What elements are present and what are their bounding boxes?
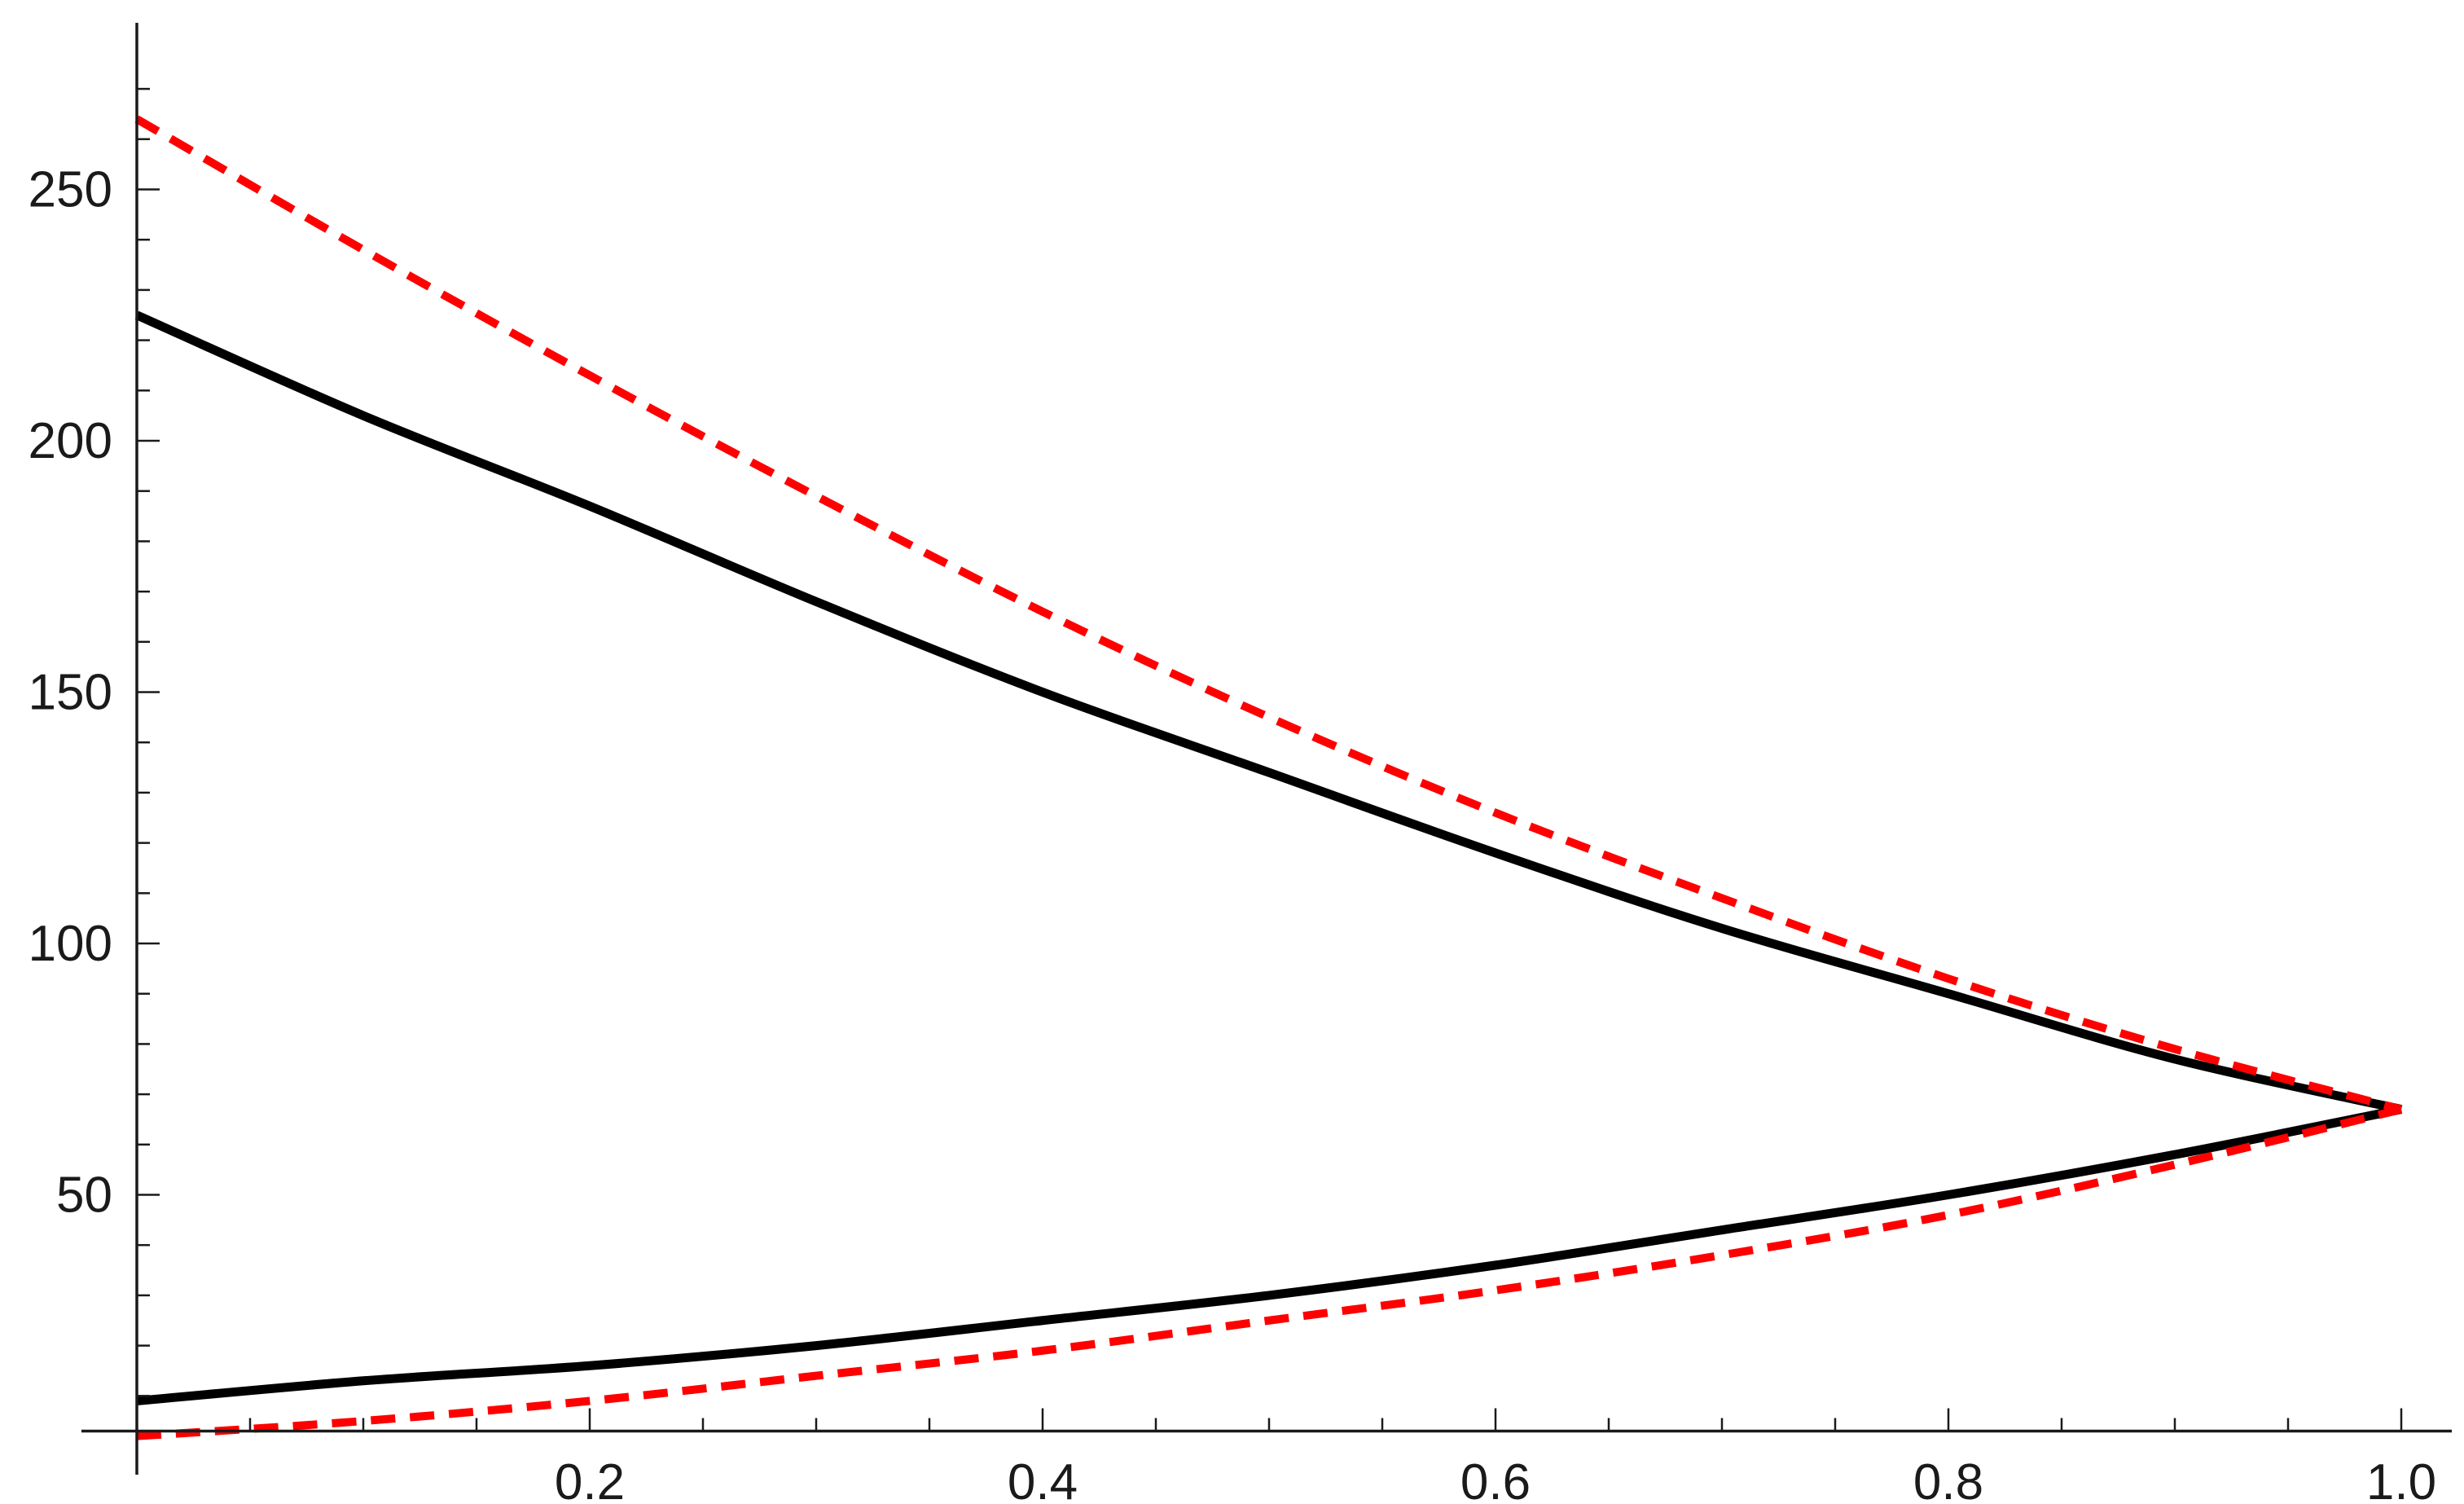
y-tick-label: 200: [29, 413, 112, 469]
x-tick-label: 1.0: [2366, 1454, 2436, 1504]
x-tick-label: 0.4: [1008, 1454, 1078, 1504]
dashed-red-curve-2: [134, 115, 2403, 1114]
y-tick-label: 250: [29, 162, 112, 218]
x-tick-label: 0.8: [1913, 1454, 1983, 1504]
solid-black-curve-0: [134, 310, 2403, 1114]
series-layer: [134, 115, 2403, 1440]
solid-black-curve-1: [136, 1105, 2403, 1405]
x-tick-label: 0.2: [555, 1454, 625, 1504]
dashed-red-curve-3: [136, 1105, 2403, 1440]
y-tick-label: 150: [29, 665, 112, 721]
y-tick-label: 50: [56, 1168, 112, 1224]
y-tick-label: 100: [29, 916, 112, 972]
x-tick-label: 0.6: [1460, 1454, 1531, 1504]
axes-layer: 50 100 150 200 250 0.2 0.4 0.6 0.8 1.0: [29, 23, 2452, 1504]
